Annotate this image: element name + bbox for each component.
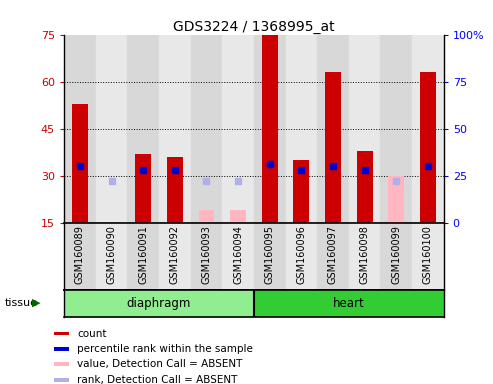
Bar (381, 223, 412, 290)
Text: tissue: tissue (5, 298, 38, 308)
Text: GSM160089: GSM160089 (75, 225, 85, 284)
Bar (254, 290, 444, 317)
Bar (64, 223, 96, 290)
Text: diaphragm: diaphragm (127, 297, 191, 310)
Text: GSM160093: GSM160093 (202, 225, 211, 284)
Text: GSM160099: GSM160099 (391, 225, 401, 284)
Text: count: count (77, 329, 107, 339)
Text: GSM160095: GSM160095 (265, 225, 275, 284)
Text: percentile rank within the sample: percentile rank within the sample (77, 344, 253, 354)
Bar (199, 210, 214, 223)
Bar (412, 35, 444, 223)
Bar (159, 223, 191, 290)
Bar (254, 35, 285, 223)
Bar (191, 223, 222, 290)
Bar (325, 72, 341, 223)
Bar (191, 35, 222, 223)
Bar (317, 35, 349, 223)
Bar (412, 223, 444, 290)
Bar (159, 35, 191, 223)
Bar (349, 35, 381, 223)
Bar (349, 223, 381, 290)
Bar (54, 362, 69, 366)
Bar (222, 223, 254, 290)
Text: GSM160096: GSM160096 (296, 225, 306, 284)
Text: GSM160091: GSM160091 (138, 225, 148, 284)
Bar (64, 290, 254, 317)
Bar (254, 223, 285, 290)
Text: value, Detection Call = ABSENT: value, Detection Call = ABSENT (77, 359, 243, 369)
Bar (135, 154, 151, 223)
Text: GSM160094: GSM160094 (233, 225, 243, 284)
Text: GSM160097: GSM160097 (328, 225, 338, 284)
Bar (64, 35, 96, 223)
Title: GDS3224 / 1368995_at: GDS3224 / 1368995_at (173, 20, 335, 33)
Bar (317, 223, 349, 290)
Text: heart: heart (333, 297, 365, 310)
Bar (388, 176, 404, 223)
Text: rank, Detection Call = ABSENT: rank, Detection Call = ABSENT (77, 375, 238, 384)
Text: GSM160100: GSM160100 (423, 225, 433, 284)
Bar (230, 210, 246, 223)
Bar (222, 35, 254, 223)
Text: GSM160092: GSM160092 (170, 225, 180, 284)
Bar (262, 35, 278, 223)
Bar (285, 35, 317, 223)
Bar (381, 35, 412, 223)
Bar (127, 35, 159, 223)
Text: GSM160090: GSM160090 (106, 225, 116, 284)
Text: GSM160098: GSM160098 (359, 225, 370, 284)
Bar (167, 157, 183, 223)
Bar (357, 151, 373, 223)
Bar (96, 223, 127, 290)
Bar (420, 72, 436, 223)
Bar (54, 332, 69, 336)
Bar (54, 378, 69, 382)
Bar (127, 223, 159, 290)
Text: ▶: ▶ (32, 298, 40, 308)
Bar (72, 104, 88, 223)
Bar (293, 160, 309, 223)
Bar (54, 347, 69, 351)
Bar (285, 223, 317, 290)
Bar (96, 35, 127, 223)
